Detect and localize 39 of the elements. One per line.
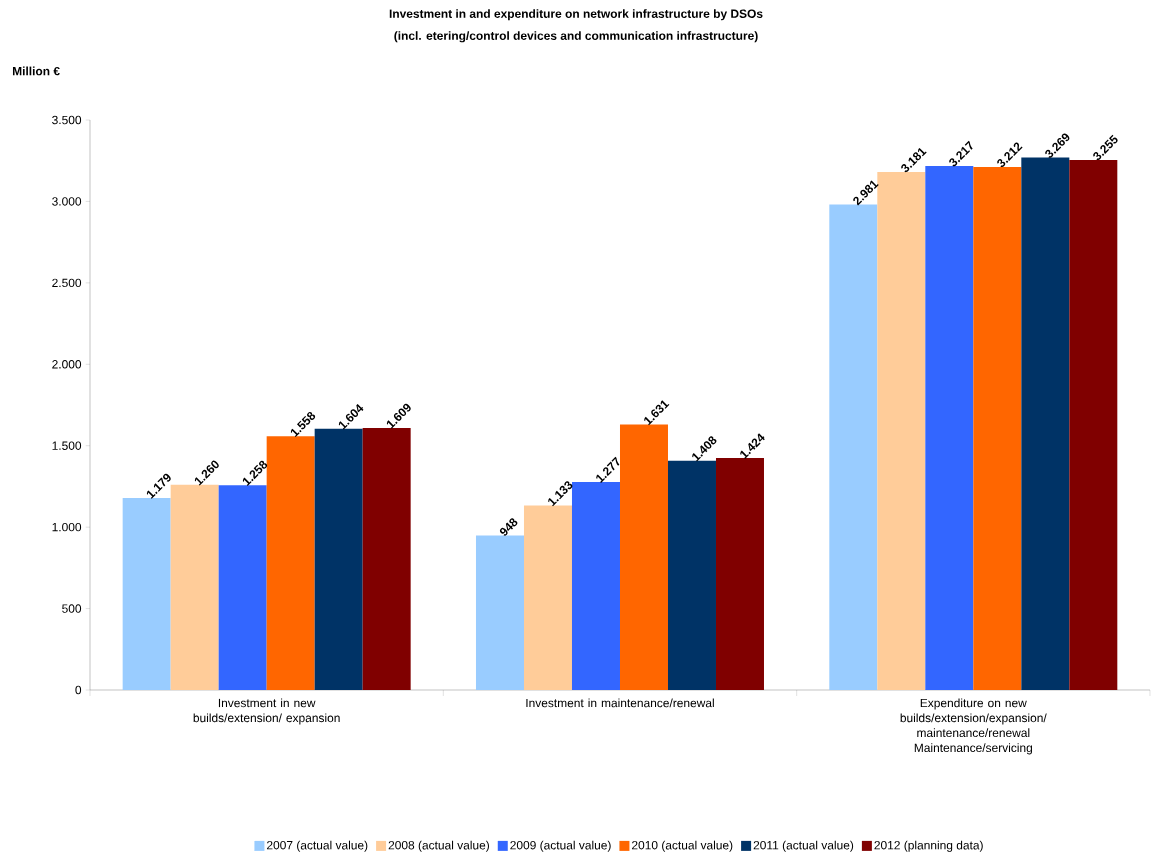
bar bbox=[475, 535, 524, 690]
legend-label: 2011 (actual value) bbox=[753, 840, 854, 852]
bar bbox=[170, 484, 219, 690]
bar bbox=[619, 424, 668, 690]
data-label: 948 bbox=[499, 518, 518, 536]
bar bbox=[571, 482, 620, 690]
bar bbox=[925, 166, 974, 690]
x-tick-label: Expenditure on new builds/extension/expansion/ maintenance/renewal Maintenance/servicing bbox=[900, 698, 1047, 755]
y-tick-label: 500 bbox=[62, 604, 82, 613]
bar bbox=[362, 427, 411, 690]
bar bbox=[1069, 159, 1118, 690]
legend-label: 2008 (actual value) bbox=[388, 840, 489, 852]
x-tick-label: Investment in new builds/extension/ expansion bbox=[193, 698, 340, 725]
chart-subtitle: (incl. etering/control devices and communication infrastructure) bbox=[394, 31, 758, 43]
bar bbox=[122, 497, 171, 690]
y-tick-label: 2.000 bbox=[52, 360, 82, 369]
y-tick-label: 3.500 bbox=[52, 115, 82, 125]
bar bbox=[523, 505, 572, 690]
y-tick-label: 2.500 bbox=[52, 278, 82, 288]
legend-label: 2012 (planning data) bbox=[874, 840, 983, 852]
y-tick-label: 1.500 bbox=[52, 441, 82, 450]
bar bbox=[877, 171, 926, 690]
bar bbox=[266, 436, 315, 690]
y-tick-label: 0 bbox=[75, 685, 82, 695]
y-tick-label: 3.000 bbox=[52, 197, 82, 206]
bar bbox=[667, 460, 716, 690]
legend-label: 2007 (actual value) bbox=[267, 840, 368, 852]
y-axis-title: Million € bbox=[12, 66, 60, 76]
x-tick-label: Investment in maintenance/renewal bbox=[526, 698, 714, 708]
bar bbox=[314, 428, 363, 690]
legend-label: 2009 (actual value) bbox=[510, 840, 611, 852]
bar bbox=[973, 166, 1022, 690]
bar bbox=[715, 458, 764, 690]
bar bbox=[218, 485, 267, 690]
y-tick-label: 1.000 bbox=[52, 522, 82, 532]
bar bbox=[829, 204, 878, 690]
bar bbox=[1021, 157, 1070, 690]
legend-label: 2010 (actual value) bbox=[632, 840, 733, 852]
chart-title: Investment in and expenditure on network infrastructure by DSOs bbox=[389, 9, 763, 21]
